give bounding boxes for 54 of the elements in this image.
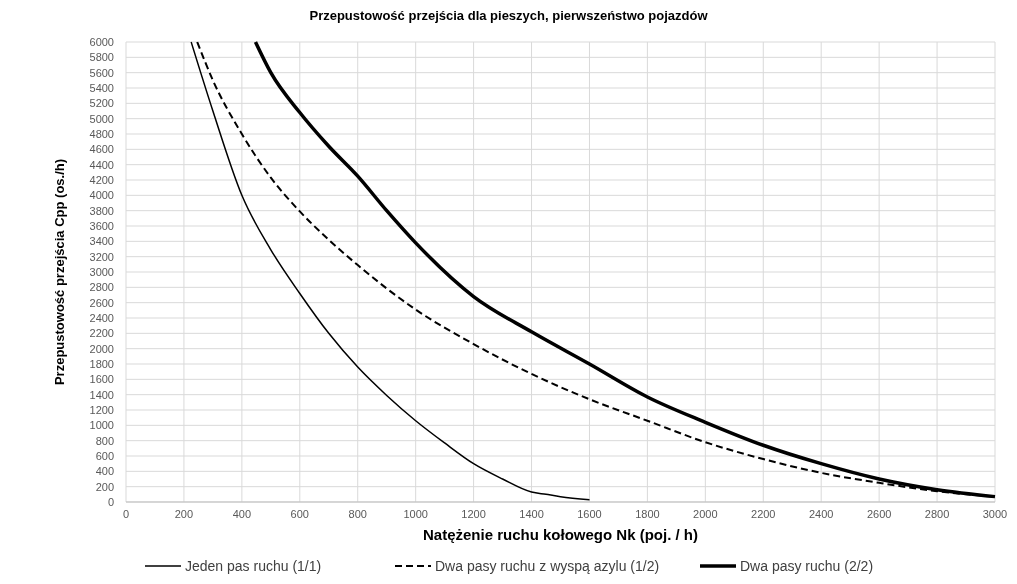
x-tick-label: 3000 [982, 508, 1008, 520]
y-tick-label: 1000 [89, 419, 114, 432]
y-tick-label: 4800 [89, 128, 114, 140]
x-tick-label: 400 [232, 508, 252, 520]
x-tick-label: 2200 [751, 508, 776, 520]
x-tick-label: 1200 [461, 508, 486, 520]
y-tick-label: 200 [95, 480, 114, 493]
y-tick-label: 4600 [89, 143, 114, 156]
y-tick-label: 5800 [89, 51, 114, 64]
y-tick-label: 2400 [89, 312, 114, 324]
x-tick-label: 1600 [577, 508, 602, 520]
y-tick-label: 2800 [89, 281, 114, 294]
y-tick-label: 5200 [89, 97, 114, 110]
x-tick-label: 2800 [924, 508, 950, 520]
x-tick-label: 800 [348, 508, 367, 520]
y-tick-label: 1600 [89, 373, 114, 386]
y-tick-label: 2600 [89, 296, 114, 309]
y-tick-label: 1400 [89, 388, 114, 401]
y-tick-label: 1200 [89, 404, 114, 416]
y-tick-label: 0 [107, 496, 114, 508]
x-tick-label: 200 [174, 508, 194, 520]
legend-label: Jeden pas ruchu (1/1) [185, 558, 322, 574]
x-tick-label: 2600 [866, 508, 892, 520]
x-tick-label: 600 [290, 508, 309, 520]
y-tick-label: 3400 [89, 235, 114, 248]
y-tick-label: 5600 [89, 66, 114, 79]
y-tick-label: 2200 [89, 327, 114, 340]
x-tick-label: 1400 [519, 508, 544, 520]
y-tick-label: 4400 [89, 158, 114, 171]
y-tick-label: 400 [95, 465, 114, 478]
y-tick-label: 800 [95, 434, 114, 447]
y-axis-title: Przepustowość przejścia Cpp (os./h) [52, 158, 67, 386]
chart-title: Przepustowość przejścia dla pieszych, pierwszeństwo pojazdów [309, 8, 709, 23]
x-tick-label: 2400 [808, 508, 834, 520]
x-tick-label: 2000 [693, 508, 718, 520]
y-tick-label: 2000 [89, 342, 114, 355]
x-axis-title: Natężenie ruchu kołowego Nk (poj. / h) [422, 526, 699, 543]
y-tick-label: 1800 [89, 358, 114, 370]
y-tick-label: 6000 [89, 36, 114, 48]
y-tick-label: 5000 [89, 112, 114, 125]
y-tick-label: 3600 [89, 220, 114, 232]
x-tick-label: 1800 [635, 508, 660, 520]
legend-label: Dwa pasy ruchu z wyspą azylu (1/2) [435, 558, 660, 574]
y-tick-label: 3200 [89, 250, 114, 263]
line-series [190, 41, 591, 501]
y-tick-label: 4000 [89, 189, 114, 202]
y-tick-label: 5400 [89, 82, 114, 94]
y-tick-label: 4200 [89, 174, 114, 186]
legend-label: Dwa pasy ruchu (2/2) [740, 558, 874, 574]
y-tick-label: 3000 [89, 266, 114, 278]
x-tick-label: 1000 [403, 508, 428, 520]
x-tick-label: 0 [122, 508, 130, 520]
y-tick-label: 3800 [89, 204, 114, 217]
y-tick-label: 600 [95, 450, 114, 462]
